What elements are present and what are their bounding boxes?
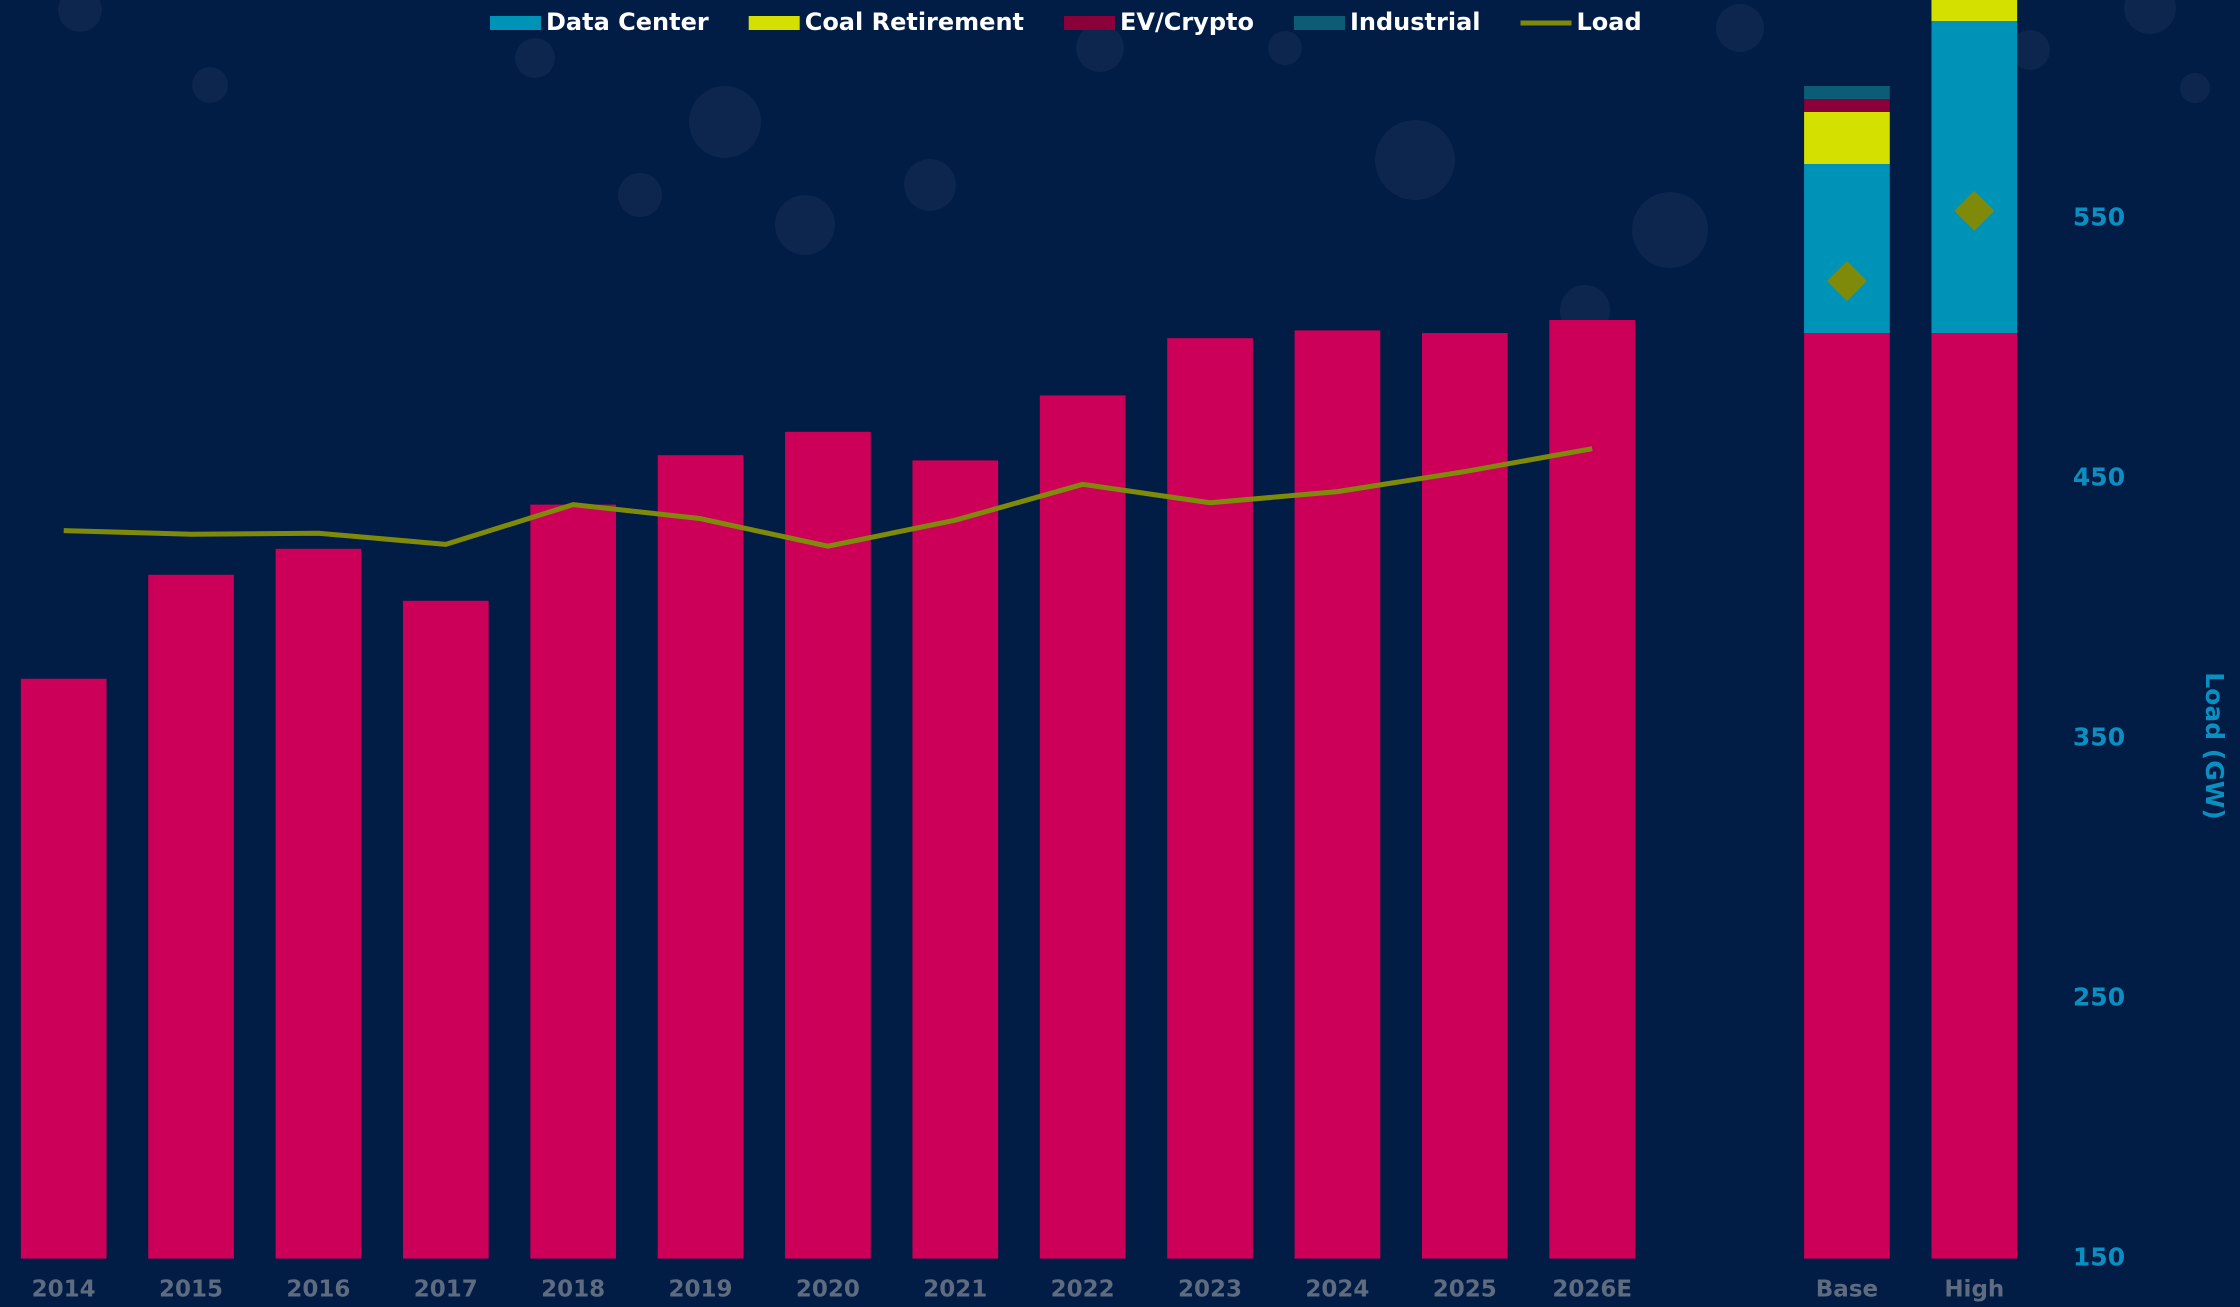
bar bbox=[1931, 21, 2018, 333]
x-tick-label: 2024 bbox=[1305, 1277, 1369, 1303]
x-tick-label: 2016 bbox=[286, 1277, 350, 1303]
bar bbox=[1167, 338, 1253, 1259]
x-tick-label: 2020 bbox=[796, 1277, 860, 1303]
bar bbox=[1549, 320, 1636, 1259]
bar bbox=[148, 574, 234, 1259]
bar bbox=[1931, 0, 2018, 21]
diamond-marker bbox=[1826, 261, 1867, 301]
x-tick-label: 2015 bbox=[159, 1277, 223, 1303]
legend-swatch bbox=[1064, 16, 1115, 30]
bar bbox=[1931, 333, 2018, 1259]
bar bbox=[912, 460, 999, 1259]
x-tick-label: 2017 bbox=[414, 1277, 478, 1303]
legend-swatch bbox=[748, 16, 800, 30]
x-tick-label: 2025 bbox=[1433, 1277, 1497, 1303]
legend-label: Load bbox=[1577, 8, 1642, 36]
bar bbox=[1421, 333, 1508, 1259]
y-tick-label: 150 bbox=[2073, 1243, 2125, 1272]
y-tick-label: 550 bbox=[2073, 203, 2125, 232]
y-tick-label: 250 bbox=[2073, 983, 2125, 1012]
legend-label: Industrial bbox=[1350, 8, 1481, 36]
bar bbox=[657, 455, 744, 1259]
y-tick-label: 450 bbox=[2073, 463, 2125, 492]
x-tick-label: High bbox=[1944, 1277, 2004, 1303]
x-tick-label: 2018 bbox=[541, 1277, 605, 1303]
legend-swatch bbox=[1293, 16, 1345, 30]
bar bbox=[20, 678, 107, 1259]
x-tick-label: 2019 bbox=[669, 1277, 733, 1303]
legend-label: Data Center bbox=[546, 8, 709, 36]
bar bbox=[1294, 330, 1381, 1259]
x-tick-label: 2026E bbox=[1552, 1277, 1632, 1303]
x-tick-label: Base bbox=[1816, 1277, 1878, 1303]
bar bbox=[1804, 86, 1890, 99]
x-tick-label: 2022 bbox=[1051, 1277, 1115, 1303]
bar bbox=[402, 600, 489, 1259]
legend-swatch bbox=[490, 16, 541, 30]
y-tick-label: 350 bbox=[2073, 723, 2125, 752]
bar bbox=[530, 504, 617, 1259]
y-axis-label: Load (GW) bbox=[2200, 672, 2229, 820]
bar bbox=[1804, 99, 1890, 112]
legend-label: EV/Crypto bbox=[1120, 8, 1254, 36]
bar bbox=[1804, 333, 1890, 1259]
bar bbox=[785, 431, 871, 1259]
bar bbox=[1804, 112, 1890, 164]
x-tick-label: 2023 bbox=[1178, 1277, 1242, 1303]
bar bbox=[1804, 164, 1890, 333]
x-tick-label: 2021 bbox=[923, 1277, 987, 1303]
x-tick-label: 2014 bbox=[32, 1277, 96, 1303]
line bbox=[63, 446, 1593, 549]
bar bbox=[275, 548, 362, 1259]
legend-label: Coal Retirement bbox=[805, 8, 1024, 36]
bar bbox=[1039, 395, 1126, 1259]
diamond-marker bbox=[1954, 190, 1995, 231]
